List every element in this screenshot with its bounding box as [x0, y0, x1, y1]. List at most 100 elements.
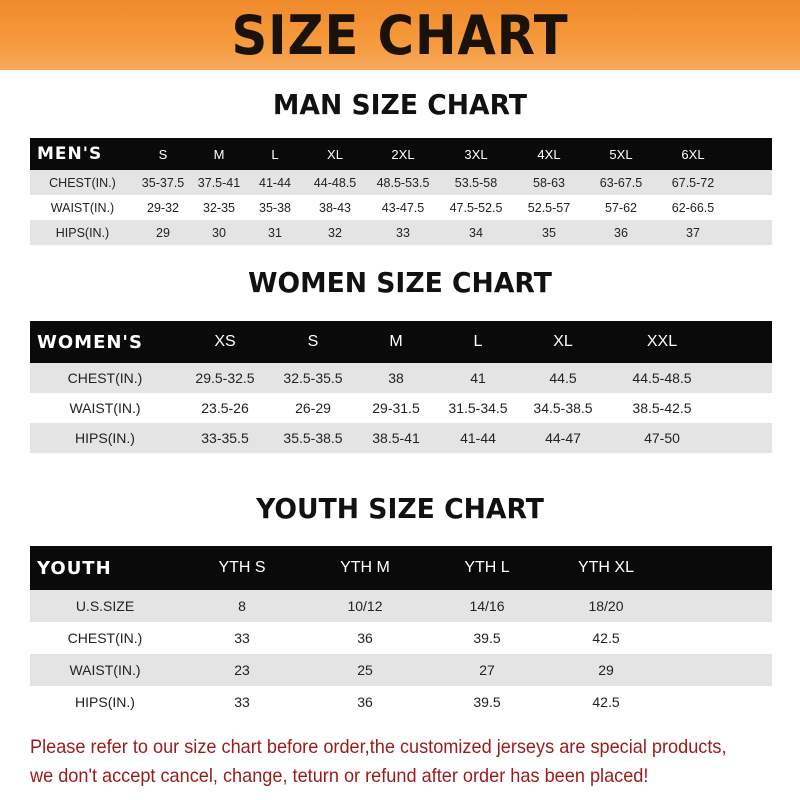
- table-cell: 25: [304, 654, 426, 686]
- row-label: HIPS(IN.): [30, 220, 135, 245]
- men-heading: MAN SIZE CHART: [272, 88, 528, 121]
- table-cell: 33: [180, 686, 304, 718]
- table-row: WAIST(IN.) 23 25 27 29: [30, 654, 772, 686]
- table-row: CHEST(IN.) 29.5-32.5 32.5-35.5 38 41 44.5 44.5…: [30, 363, 772, 393]
- table-cell: S: [270, 321, 356, 363]
- table-cell: 42.5: [548, 686, 664, 718]
- table-cell: 31: [247, 220, 303, 245]
- row-label: WAIST(IN.): [30, 654, 180, 686]
- row-label: WOMEN'S: [30, 321, 180, 363]
- table-cell: 37: [657, 220, 729, 245]
- table-cell: 10/12: [304, 590, 426, 622]
- table-cell: 38: [356, 363, 436, 393]
- table-row: WAIST(IN.) 29-32 32-35 35-38 38-43 43-47.5 47.…: [30, 195, 772, 220]
- table-cell: 38.5-41: [356, 423, 436, 453]
- table-cell: 34: [439, 220, 513, 245]
- women-size-table: WOMEN'S XS S M L XL XXL CHEST(IN.) 29.5-32.5 32.5…: [30, 321, 772, 453]
- table-cell: 32: [303, 220, 367, 245]
- table-cell: 6XL: [657, 138, 729, 170]
- youth-size-table: YOUTH YTH S YTH M YTH L YTH XL U.S.SIZE 8 10/12…: [30, 546, 772, 718]
- table-cell: 8: [180, 590, 304, 622]
- table-cell: 41-44: [247, 170, 303, 195]
- page-title: SIZE CHART: [231, 4, 569, 67]
- table-cell: 29: [548, 654, 664, 686]
- table-cell: S: [135, 138, 191, 170]
- women-heading: WOMEN SIZE CHART: [248, 266, 552, 299]
- table-cell: 44.5-48.5: [606, 363, 718, 393]
- table-cell: 44.5: [520, 363, 606, 393]
- men-size-table: MEN'S S M L XL 2XL 3XL 4XL 5XL 6XL CHEST(IN.) 35-37…: [30, 138, 772, 245]
- table-cell: 35: [513, 220, 585, 245]
- row-label: CHEST(IN.): [30, 622, 180, 654]
- row-label: U.S.SIZE: [30, 590, 180, 622]
- youth-heading: YOUTH SIZE CHART: [256, 492, 544, 525]
- table-cell: 29-31.5: [356, 393, 436, 423]
- table-cell: 30: [191, 220, 247, 245]
- table-cell: 58-63: [513, 170, 585, 195]
- table-cell: L: [436, 321, 520, 363]
- table-cell: 4XL: [513, 138, 585, 170]
- table-cell: 36: [304, 622, 426, 654]
- table-cell: 53.5-58: [439, 170, 513, 195]
- table-cell: YTH XL: [548, 546, 664, 590]
- table-cell: 26-29: [270, 393, 356, 423]
- table-cell: 36: [304, 686, 426, 718]
- table-header-row: YOUTH YTH S YTH M YTH L YTH XL: [30, 546, 772, 590]
- row-label: CHEST(IN.): [30, 363, 180, 393]
- row-label: MEN'S: [30, 138, 135, 170]
- row-label: WAIST(IN.): [30, 195, 135, 220]
- table-row: CHEST(IN.) 33 36 39.5 42.5: [30, 622, 772, 654]
- table-header-row: MEN'S S M L XL 2XL 3XL 4XL 5XL 6XL: [30, 138, 772, 170]
- table-cell: M: [356, 321, 436, 363]
- table-cell: 38-43: [303, 195, 367, 220]
- table-cell: 2XL: [367, 138, 439, 170]
- table-cell: 39.5: [426, 686, 548, 718]
- table-cell: 5XL: [585, 138, 657, 170]
- table-cell: 33-35.5: [180, 423, 270, 453]
- title-banner: SIZE CHART: [0, 0, 800, 70]
- table-cell: 32.5-35.5: [270, 363, 356, 393]
- order-notice: Please refer to our size chart before or…: [30, 736, 727, 787]
- table-cell: 18/20: [548, 590, 664, 622]
- table-cell: 39.5: [426, 622, 548, 654]
- table-cell: 47.5-52.5: [439, 195, 513, 220]
- table-cell: 35-37.5: [135, 170, 191, 195]
- table-cell: XXL: [606, 321, 718, 363]
- table-cell: 29-32: [135, 195, 191, 220]
- table-cell: YTH M: [304, 546, 426, 590]
- table-cell: 38.5-42.5: [606, 393, 718, 423]
- table-cell: 47-50: [606, 423, 718, 453]
- table-cell: XL: [520, 321, 606, 363]
- table-cell: YTH L: [426, 546, 548, 590]
- table-cell: 62-66.5: [657, 195, 729, 220]
- table-row: U.S.SIZE 8 10/12 14/16 18/20: [30, 590, 772, 622]
- table-cell: XL: [303, 138, 367, 170]
- row-label: HIPS(IN.): [30, 423, 180, 453]
- table-cell: 41-44: [436, 423, 520, 453]
- table-cell: 31.5-34.5: [436, 393, 520, 423]
- table-header-row: WOMEN'S XS S M L XL XXL: [30, 321, 772, 363]
- table-row: HIPS(IN.) 29 30 31 32 33 34 35 36 37: [30, 220, 772, 245]
- table-cell: 29.5-32.5: [180, 363, 270, 393]
- row-label: CHEST(IN.): [30, 170, 135, 195]
- table-cell: 44-47: [520, 423, 606, 453]
- table-cell: 35-38: [247, 195, 303, 220]
- table-cell: 33: [180, 622, 304, 654]
- row-label: YOUTH: [30, 546, 180, 590]
- table-cell: 32-35: [191, 195, 247, 220]
- table-cell: 37.5-41: [191, 170, 247, 195]
- table-cell: 44-48.5: [303, 170, 367, 195]
- table-cell: YTH S: [180, 546, 304, 590]
- row-label: HIPS(IN.): [30, 686, 180, 718]
- table-row: HIPS(IN.) 33 36 39.5 42.5: [30, 686, 772, 718]
- table-cell: 33: [367, 220, 439, 245]
- table-row: HIPS(IN.) 33-35.5 35.5-38.5 38.5-41 41-44 44-…: [30, 423, 772, 453]
- table-cell: 23: [180, 654, 304, 686]
- table-cell: 52.5-57: [513, 195, 585, 220]
- table-cell: 41: [436, 363, 520, 393]
- table-cell: 48.5-53.5: [367, 170, 439, 195]
- table-row: WAIST(IN.) 23.5-26 26-29 29-31.5 31.5-34.5 34…: [30, 393, 772, 423]
- table-cell: 23.5-26: [180, 393, 270, 423]
- table-cell: L: [247, 138, 303, 170]
- table-cell: 29: [135, 220, 191, 245]
